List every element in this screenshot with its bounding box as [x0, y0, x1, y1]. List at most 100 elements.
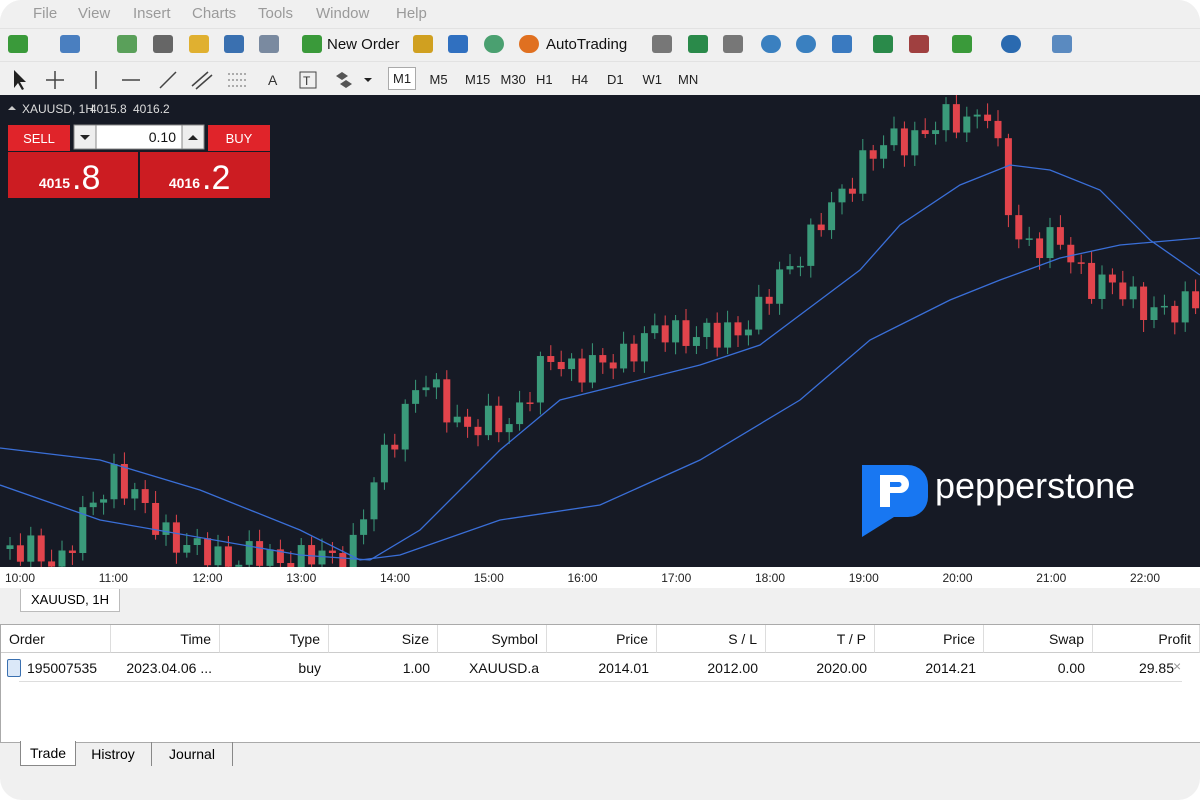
new-order-button[interactable]: New Order: [327, 36, 400, 53]
templates-icon[interactable]: [1052, 35, 1072, 53]
navigator-icon[interactable]: [153, 35, 173, 53]
new-order-icon[interactable]: [302, 35, 322, 53]
candle-body: [942, 104, 950, 131]
buy-price-frac[interactable]: .2: [202, 159, 230, 197]
buy-label[interactable]: BUY: [226, 131, 253, 146]
candle-body: [516, 402, 524, 425]
candle-body: [661, 325, 669, 343]
menu-item[interactable]: View: [78, 5, 111, 22]
candle-body: [588, 355, 596, 383]
favorites-icon[interactable]: [189, 35, 209, 53]
timeframe-button[interactable]: M30: [500, 72, 526, 87]
slow-ma-line: [0, 237, 1200, 561]
menu-item[interactable]: Tools: [258, 5, 294, 22]
column-header[interactable]: T / P: [766, 625, 875, 653]
timeframe-button[interactable]: W1: [642, 72, 663, 87]
menu-item[interactable]: Help: [396, 5, 427, 22]
shift-icon[interactable]: [909, 35, 929, 53]
menu-item[interactable]: File: [33, 5, 58, 22]
autotrading-icon[interactable]: [519, 35, 539, 53]
time-axis: 10:00 11:00 12:00 13:00 14:00 15:00 16:00 17:00…: [0, 567, 1200, 588]
zoom-out-icon[interactable]: [796, 35, 816, 53]
time-tick-label: 10:00: [5, 571, 36, 585]
column-header[interactable]: S / L: [657, 625, 766, 653]
scroll-icon[interactable]: [873, 35, 893, 53]
candle-chart-icon[interactable]: [688, 35, 708, 53]
column-header[interactable]: Symbol: [438, 625, 547, 653]
candle-body: [235, 564, 243, 567]
new-chart-icon[interactable]: [8, 35, 28, 53]
bar-chart-icon[interactable]: [652, 35, 672, 53]
market-icon[interactable]: [484, 35, 504, 53]
brand-logo: pepperstone: [862, 465, 1135, 537]
terminal-tab[interactable]: Trade: [20, 741, 76, 766]
timeframe-button[interactable]: H4: [571, 72, 589, 87]
lot-value[interactable]: 0.10: [149, 129, 176, 145]
timeframe-button[interactable]: M1: [388, 67, 417, 90]
close-order-icon[interactable]: ×: [1173, 658, 1182, 674]
column-header[interactable]: Order: [1, 625, 111, 653]
time-tick-label: 20:00: [942, 571, 973, 585]
terminal-tab[interactable]: Journal: [152, 742, 233, 766]
menu-item[interactable]: Charts: [192, 5, 237, 22]
timeframe-button[interactable]: M15: [465, 72, 491, 87]
metaeditor-icon[interactable]: [413, 35, 433, 53]
chart-tab[interactable]: XAUUSD, 1H: [20, 589, 120, 612]
candle-body: [214, 546, 222, 566]
table-cell: buy: [220, 654, 329, 682]
candle-body: [432, 379, 440, 388]
terminal-icon[interactable]: [224, 35, 244, 53]
candle-body: [401, 403, 409, 450]
market-watch-icon[interactable]: [117, 35, 137, 53]
candle-body: [16, 545, 24, 562]
column-header[interactable]: Swap: [984, 625, 1093, 653]
buy-button[interactable]: [208, 125, 270, 151]
candle-body: [651, 325, 659, 334]
timeframe-button[interactable]: M5: [429, 72, 448, 87]
menu-item[interactable]: Insert: [133, 5, 171, 22]
tester-icon[interactable]: [259, 35, 279, 53]
column-header[interactable]: Size: [329, 625, 438, 653]
column-header[interactable]: Time: [111, 625, 220, 653]
sell-price-frac[interactable]: .8: [72, 159, 100, 197]
candle-body: [599, 355, 607, 363]
drawing-toolbar: A T M1 M5 M15 M30 H1 H4 D1 W1 MN: [0, 61, 1200, 96]
candle-body: [828, 202, 836, 231]
line-chart-icon[interactable]: [723, 35, 743, 53]
candle-body: [963, 116, 971, 133]
candle-body: [682, 320, 690, 346]
menu-item[interactable]: Window: [316, 5, 370, 22]
sell-price-box[interactable]: [8, 152, 138, 198]
price-chart: XAUUSD, 1H 4015.8 4016.2 SELL 0.10 BUY 4…: [0, 95, 1200, 567]
candle-body: [453, 416, 461, 423]
timeframe-button[interactable]: D1: [607, 72, 624, 87]
profiles-icon[interactable]: [60, 35, 80, 53]
sell-button[interactable]: [8, 125, 70, 151]
candle-body: [984, 114, 992, 121]
buy-price-main[interactable]: 4016: [169, 175, 200, 191]
indicators-icon[interactable]: [952, 35, 972, 53]
timeframe-button[interactable]: MN: [678, 72, 699, 87]
column-header[interactable]: Price: [547, 625, 657, 653]
autotrading-button[interactable]: AutoTrading: [546, 36, 628, 53]
candle-body: [890, 128, 898, 146]
column-header[interactable]: Type: [220, 625, 329, 653]
sell-label[interactable]: SELL: [23, 131, 55, 146]
drawing-tools[interactable]: A T: [0, 62, 380, 96]
tile-icon[interactable]: [832, 35, 852, 53]
candle-body: [900, 128, 908, 156]
lot-input[interactable]: [95, 124, 183, 150]
sell-price-main[interactable]: 4015: [39, 175, 70, 191]
column-header[interactable]: Price: [875, 625, 984, 653]
candle-body: [807, 224, 815, 266]
zoom-in-icon[interactable]: [761, 35, 781, 53]
candle-body: [391, 444, 399, 450]
periods-icon[interactable]: [1001, 35, 1021, 53]
candle-body: [1192, 291, 1200, 309]
timeframe-button[interactable]: H1: [536, 72, 553, 87]
signals-icon[interactable]: [448, 35, 468, 53]
buy-price-box[interactable]: [140, 152, 270, 198]
column-header[interactable]: Profit: [1093, 625, 1200, 653]
terminal-tab[interactable]: Histroy: [75, 742, 152, 766]
